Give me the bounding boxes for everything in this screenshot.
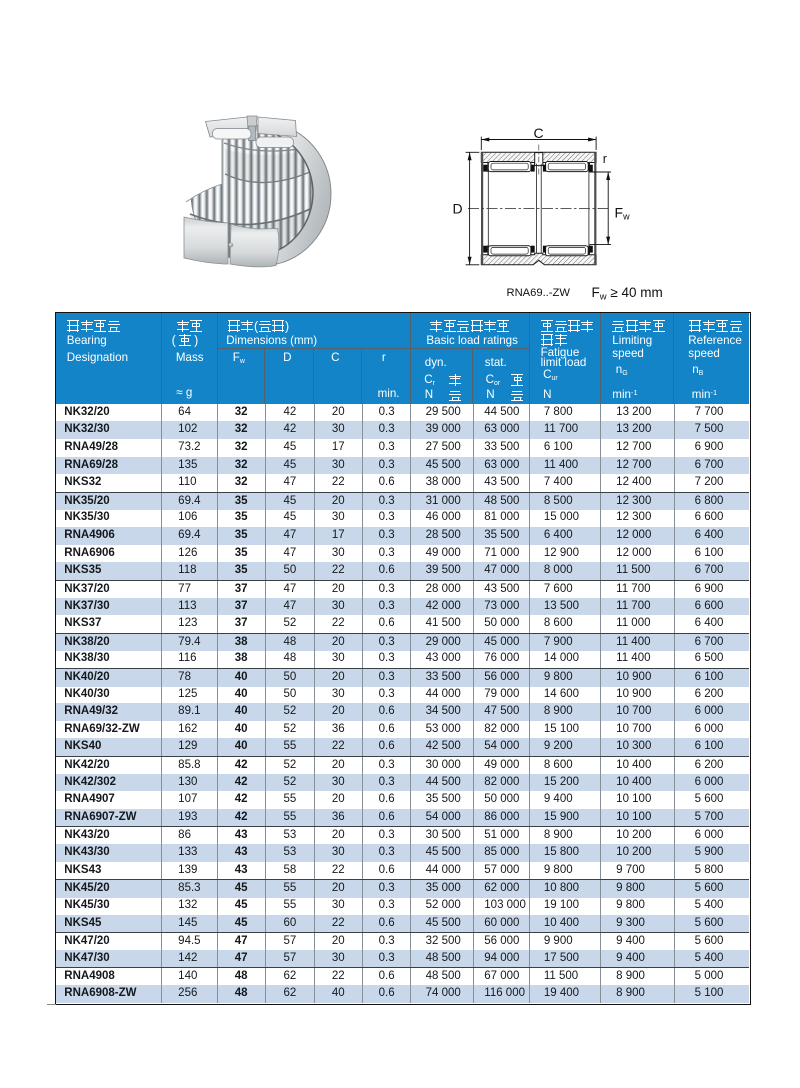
svg-text:C: C xyxy=(534,125,544,141)
svg-text:D: D xyxy=(453,201,463,217)
svg-text:RNA69..-ZW: RNA69..-ZW xyxy=(507,287,571,299)
svg-text:Fw: Fw xyxy=(615,205,631,222)
svg-text:r: r xyxy=(603,152,607,166)
svg-text:Fw ≥ 40 mm: Fw ≥ 40 mm xyxy=(592,285,663,303)
